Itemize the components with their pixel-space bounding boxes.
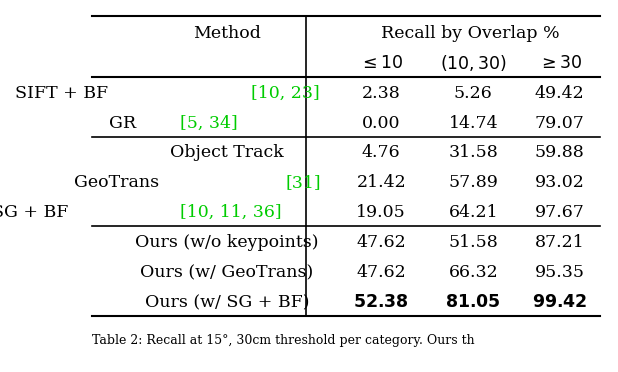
- Text: 79.07: 79.07: [535, 115, 585, 132]
- Text: 57.89: 57.89: [448, 174, 498, 191]
- Text: 14.74: 14.74: [449, 115, 498, 132]
- Text: [10, 11, 36]: [10, 11, 36]: [180, 204, 282, 221]
- Text: GeoTrans: GeoTrans: [74, 174, 165, 191]
- Text: 31.58: 31.58: [449, 144, 498, 161]
- Text: 49.42: 49.42: [535, 85, 585, 102]
- Text: Table 2: Recall at 15°, 30cm threshold per category. Ours th: Table 2: Recall at 15°, 30cm threshold p…: [92, 334, 475, 347]
- Text: [5, 34]: [5, 34]: [180, 115, 238, 132]
- Text: GR: GR: [109, 115, 142, 132]
- Text: 93.02: 93.02: [535, 174, 585, 191]
- Text: Ours (w/ SG + BF): Ours (w/ SG + BF): [145, 294, 310, 311]
- Text: [10, 23]: [10, 23]: [251, 85, 320, 102]
- Text: Ours (w/ GeoTrans): Ours (w/ GeoTrans): [140, 264, 314, 281]
- Text: 51.58: 51.58: [449, 234, 498, 251]
- Text: $\mathbf{52.38}$: $\mathbf{52.38}$: [353, 294, 409, 311]
- Text: 21.42: 21.42: [357, 174, 406, 191]
- Text: Object Track: Object Track: [170, 144, 284, 161]
- Text: 66.32: 66.32: [449, 264, 498, 281]
- Text: 95.35: 95.35: [535, 264, 585, 281]
- Text: Recall by Overlap %: Recall by Overlap %: [381, 25, 560, 42]
- Text: 59.88: 59.88: [535, 144, 585, 161]
- Text: 47.62: 47.62: [357, 264, 406, 281]
- Text: $\mathbf{99.42}$: $\mathbf{99.42}$: [532, 294, 588, 311]
- Text: $\leq 10$: $\leq 10$: [359, 55, 404, 72]
- Text: 2.38: 2.38: [362, 85, 400, 102]
- Text: $\geq 30$: $\geq 30$: [538, 55, 582, 72]
- Text: 87.21: 87.21: [535, 234, 585, 251]
- Text: $\mathbf{81.05}$: $\mathbf{81.05}$: [446, 294, 501, 311]
- Text: [31]: [31]: [286, 174, 321, 191]
- Text: Ours (w/o keypoints): Ours (w/o keypoints): [135, 234, 319, 251]
- Text: $(10, 30)$: $(10, 30)$: [439, 53, 507, 73]
- Text: 97.67: 97.67: [535, 204, 585, 221]
- Text: 5.26: 5.26: [454, 85, 493, 102]
- Text: Method: Method: [193, 25, 261, 42]
- Text: 0.00: 0.00: [362, 115, 400, 132]
- Text: 64.21: 64.21: [449, 204, 498, 221]
- Text: 19.05: 19.05: [357, 204, 406, 221]
- Text: SG + BF: SG + BF: [0, 204, 74, 221]
- Text: 4.76: 4.76: [362, 144, 400, 161]
- Text: 47.62: 47.62: [357, 234, 406, 251]
- Text: SIFT + BF: SIFT + BF: [15, 85, 114, 102]
